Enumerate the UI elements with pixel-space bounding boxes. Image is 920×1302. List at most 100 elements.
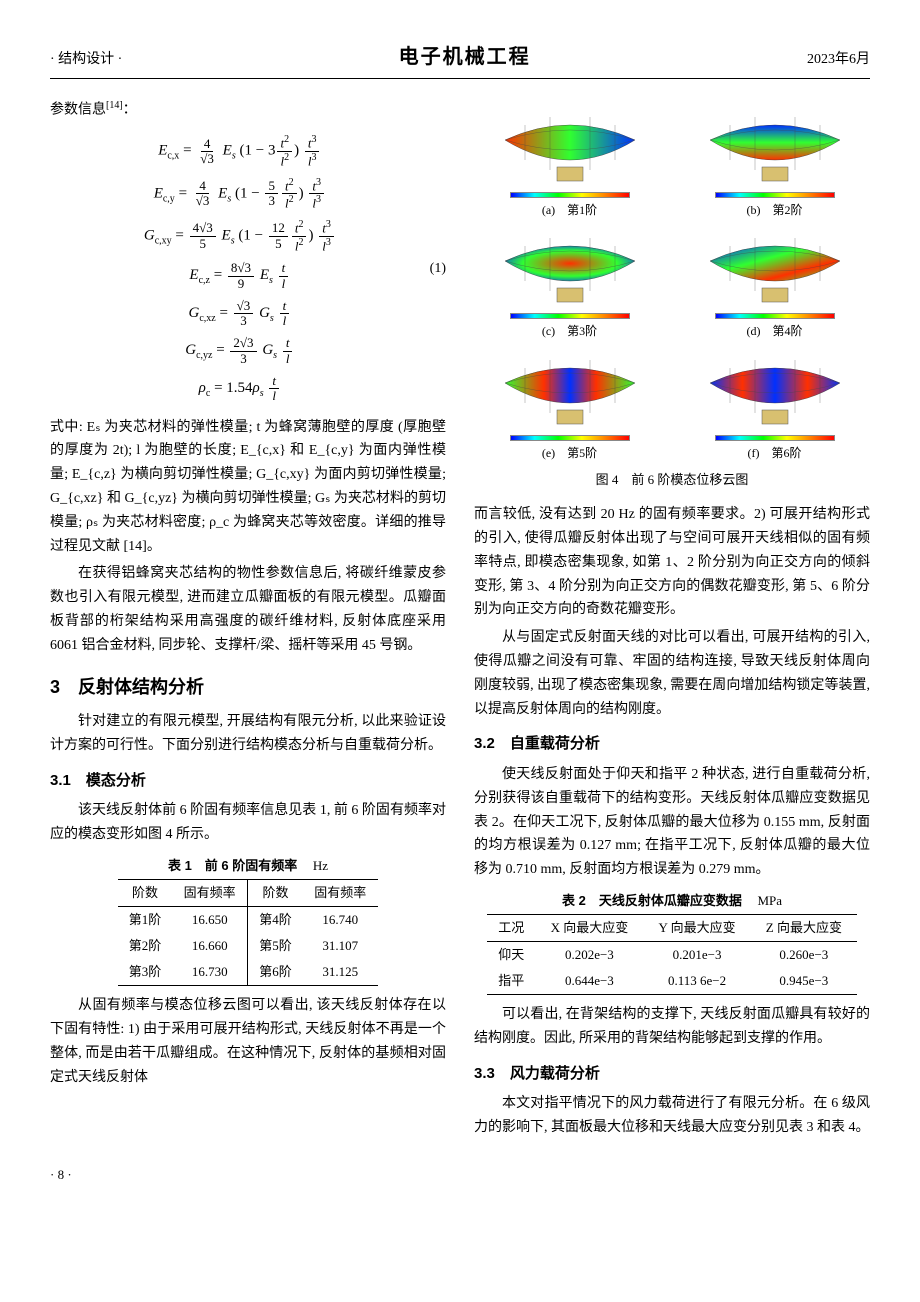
t2-r2c4: 0.945e−3 xyxy=(751,968,857,995)
figure-4-grid: (a) 第1阶 xyxy=(474,105,870,463)
para-right-3: 可以看出, 在背架结构的支撑下, 天线反射面瓜瓣具有较好的结构刚度。因此, 所采… xyxy=(474,1003,870,1051)
t1-r3c3: 第6阶 xyxy=(248,959,302,986)
table-1-wrap: 表 1 前 6 阶固有频率 Hz 阶数 固有频率 阶数 固有频率 第1阶 16.… xyxy=(50,855,446,986)
dish-mode-5 xyxy=(495,348,645,433)
colorbar-icon xyxy=(715,192,835,198)
eq-line-5: Gc,xz = √33 Gs tl xyxy=(188,299,291,329)
t2-r2c2: 0.644e−3 xyxy=(535,968,643,995)
t2-r1c1: 仰天 xyxy=(487,942,535,969)
dish-mode-4 xyxy=(700,226,850,311)
dish-mode-3 xyxy=(495,226,645,311)
fig4-b-label: (b) 第2阶 xyxy=(679,200,870,220)
para-right-2: 从与固定式反射面天线的对比可以看出, 可展开结构的引入, 使得瓜瓣之间没有可靠、… xyxy=(474,626,870,721)
t1-r1c4: 16.740 xyxy=(302,907,378,934)
t1-r1c3: 第4阶 xyxy=(248,907,302,934)
fig4-a-label: (a) 第1阶 xyxy=(474,200,665,220)
subsection-3-2-para: 使天线反射面处于仰天和指平 2 种状态, 进行自重载荷分析, 分别获得该自重载荷… xyxy=(474,763,870,882)
t1-h3: 阶数 xyxy=(248,879,302,906)
fig4-d-label: (d) 第4阶 xyxy=(679,321,870,341)
t2-r2c1: 指平 xyxy=(487,968,535,995)
table-2-caption-text: 表 2 天线反射体瓜瓣应变数据 xyxy=(562,893,742,908)
t2-r2c3: 0.113 6e−2 xyxy=(643,968,750,995)
eq-line-1: Ec,x = 4√3 Es (1 − 3t2l2) t3l3 xyxy=(158,134,321,168)
fig4-f-label: (f) 第6阶 xyxy=(679,443,870,463)
fig4-a: (a) 第1阶 xyxy=(474,105,665,220)
citation-14: [14] xyxy=(106,100,123,111)
dish-mode-2 xyxy=(700,105,850,190)
colorbar-icon xyxy=(715,313,835,319)
header-date: 2023年6月 xyxy=(807,48,870,72)
t1-r2c4: 31.107 xyxy=(302,933,378,959)
fig4-c-label: (c) 第3阶 xyxy=(474,321,665,341)
para-right-1: 而言较低, 没有达到 20 Hz 的固有频率要求。2) 可展开结构形式的引入, … xyxy=(474,503,870,622)
colorbar-icon xyxy=(510,313,630,319)
dish-mode-1 xyxy=(495,105,645,190)
subsection-3-2-title: 3.2 自重载荷分析 xyxy=(474,731,870,757)
colorbar-icon xyxy=(510,192,630,198)
fig4-d: (d) 第4阶 xyxy=(679,226,870,341)
equation-content: Ec,x = 4√3 Es (1 − 3t2l2) t3l3 Ec,y = 4√… xyxy=(50,134,430,403)
fig4-b: (b) 第2阶 xyxy=(679,105,870,220)
header-section: · 结构设计 · xyxy=(50,48,122,72)
t1-r2c3: 第5阶 xyxy=(248,933,302,959)
table-2-caption: 表 2 天线反射体瓜瓣应变数据 MPa xyxy=(474,890,870,912)
t1-r3c4: 31.125 xyxy=(302,959,378,986)
t1-r2c1: 第2阶 xyxy=(118,933,172,959)
t2-h2: X 向最大应变 xyxy=(535,915,643,942)
eq-line-3: Gc,xy = 4√35 Es (1 − 125t2l2) t3l3 xyxy=(144,219,336,253)
table-1-unit: Hz xyxy=(313,858,328,873)
subsection-3-1-para: 该天线反射体前 6 阶固有频率信息见表 1, 前 6 阶固有频率对应的模态变形如… xyxy=(50,799,446,847)
table-2-unit: MPa xyxy=(757,893,782,908)
page-number: · 8 · xyxy=(50,1164,870,1186)
t2-r1c3: 0.201e−3 xyxy=(643,942,750,969)
t1-r3c2: 16.730 xyxy=(172,959,248,986)
t1-h4: 固有频率 xyxy=(302,879,378,906)
colorbar-icon xyxy=(510,435,630,441)
subsection-3-1-title: 3.1 模态分析 xyxy=(50,768,446,794)
fig4-f: (f) 第6阶 xyxy=(679,348,870,463)
intro-text: 参数信息 xyxy=(50,103,106,118)
colorbar-icon xyxy=(715,435,835,441)
para-definitions: 式中: Eₛ 为夹芯材料的弹性模量; t 为蜂窝薄胞壁的厚度 (厚胞壁的厚度为 … xyxy=(50,416,446,559)
t2-r1c4: 0.260e−3 xyxy=(751,942,857,969)
section-3-title: 3 反射体结构分析 xyxy=(50,672,446,703)
subsection-3-3-para: 本文对指平情况下的风力载荷进行了有限元分析。在 6 级风力的影响下, 其面板最大… xyxy=(474,1092,870,1140)
fig4-e: (e) 第5阶 xyxy=(474,348,665,463)
equation-number: (1) xyxy=(430,257,446,281)
colon: ： xyxy=(123,103,137,118)
t2-r1c2: 0.202e−3 xyxy=(535,942,643,969)
t2-h4: Z 向最大应变 xyxy=(751,915,857,942)
right-column: (a) 第1阶 xyxy=(474,97,870,1144)
t1-r1c2: 16.650 xyxy=(172,907,248,934)
para-modal: 从固有频率与模态位移云图可以看出, 该天线反射体存在以下固有特性: 1) 由于采… xyxy=(50,994,446,1089)
dish-mode-6 xyxy=(700,348,850,433)
eq-line-6: Gc,yz = 2√33 Gs tl xyxy=(185,336,294,366)
left-column: 参数信息[14]： Ec,x = 4√3 Es (1 − 3t2l2) t3l3… xyxy=(50,97,446,1144)
section-3-intro: 针对建立的有限元模型, 开展结构有限元分析, 以此来验证设计方案的可行性。下面分… xyxy=(50,710,446,758)
header-journal: 电子机械工程 xyxy=(399,40,531,74)
t1-h2: 固有频率 xyxy=(172,879,248,906)
table-1: 阶数 固有频率 阶数 固有频率 第1阶 16.650 第4阶 16.740 第2… xyxy=(118,879,378,986)
equation-block-1: Ec,x = 4√3 Es (1 − 3t2l2) t3l3 Ec,y = 4√… xyxy=(50,134,446,403)
t1-r1c1: 第1阶 xyxy=(118,907,172,934)
table-2: 工况 X 向最大应变 Y 向最大应变 Z 向最大应变 仰天 0.202e−3 0… xyxy=(487,914,857,995)
eq-line-7: ρc = 1.54ρs tl xyxy=(199,374,281,404)
figure-4: (a) 第1阶 xyxy=(474,105,870,491)
two-column-layout: 参数信息[14]： Ec,x = 4√3 Es (1 − 3t2l2) t3l3… xyxy=(50,97,870,1144)
eq-line-4: Ec,z = 8√39 Es tl xyxy=(189,261,290,291)
t2-h3: Y 向最大应变 xyxy=(643,915,750,942)
subsection-3-3-title: 3.3 风力载荷分析 xyxy=(474,1061,870,1087)
t1-r2c2: 16.660 xyxy=(172,933,248,959)
table-1-caption: 表 1 前 6 阶固有频率 Hz xyxy=(50,855,446,877)
fig4-c: (c) 第3阶 xyxy=(474,226,665,341)
t1-h1: 阶数 xyxy=(118,879,172,906)
figure-4-caption: 图 4 前 6 阶模态位移云图 xyxy=(474,469,870,491)
table-1-caption-text: 表 1 前 6 阶固有频率 xyxy=(168,858,297,873)
t2-h1: 工况 xyxy=(487,915,535,942)
fig4-e-label: (e) 第5阶 xyxy=(474,443,665,463)
intro-line: 参数信息[14]： xyxy=(50,97,446,122)
table-2-wrap: 表 2 天线反射体瓜瓣应变数据 MPa 工况 X 向最大应变 Y 向最大应变 Z… xyxy=(474,890,870,995)
page-header: · 结构设计 · 电子机械工程 2023年6月 xyxy=(50,40,870,79)
eq-line-2: Ec,y = 4√3 Es (1 − 53t2l2) t3l3 xyxy=(154,177,326,211)
para-model: 在获得铝蜂窝夹芯结构的物性参数信息后, 将碳纤维蒙皮参数也引入有限元模型, 进而… xyxy=(50,562,446,657)
